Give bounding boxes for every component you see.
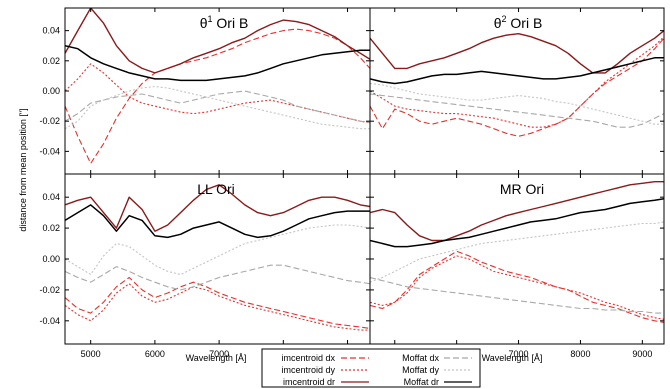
legend: imcentroid dx imcentroid dy imcentroid dr M… bbox=[261, 348, 481, 388]
series-mdy bbox=[370, 82, 664, 125]
series-dr bbox=[370, 180, 664, 242]
series-dr bbox=[370, 30, 664, 74]
y-tick-label: 0.02 bbox=[42, 56, 60, 66]
series-mdx bbox=[370, 93, 664, 128]
series-mdr bbox=[370, 57, 664, 85]
x-tick-label: 7000 bbox=[509, 349, 529, 359]
legend-label-dx: imcentroid dx bbox=[281, 353, 335, 363]
y-tick-label: 0.00 bbox=[42, 254, 60, 264]
x-axis-label-left: Wavelength [Å] bbox=[186, 353, 247, 363]
series-mdr bbox=[65, 44, 370, 82]
panels-layer: -0.04 -0.02 0.00 0.02 0.04 θ1 Ori B θ2 Ori B 50… bbox=[39, 7, 665, 359]
panel-frame bbox=[64, 173, 371, 345]
x-tick-label: 9000 bbox=[632, 349, 652, 359]
series-dx bbox=[370, 37, 664, 137]
series-dx bbox=[65, 276, 370, 330]
series-group bbox=[65, 184, 370, 331]
panel-4: 50006000700080009000MR Ori bbox=[369, 173, 665, 359]
panel-2: θ2 Ori B bbox=[369, 7, 665, 175]
series-dy bbox=[65, 63, 370, 124]
series-mdr bbox=[370, 197, 664, 248]
panel-title: LL Ori bbox=[197, 181, 235, 197]
panel-3: 50006000700080009000-0.04-0.020.000.020.… bbox=[39, 173, 371, 359]
panel-title: θ1 Ori B bbox=[200, 14, 249, 31]
y-tick-label: 0.02 bbox=[42, 223, 60, 233]
series-group bbox=[370, 180, 664, 323]
y-tick-label: -0.04 bbox=[39, 146, 60, 156]
series-mdx bbox=[65, 90, 370, 124]
panel-frame bbox=[369, 7, 665, 175]
legend-label-dr: imcentroid dr bbox=[283, 377, 335, 387]
x-tick-label: 6000 bbox=[145, 349, 165, 359]
legend-label-dy: imcentroid dy bbox=[281, 365, 335, 375]
series-dr bbox=[65, 8, 370, 74]
panel-frame bbox=[64, 7, 371, 175]
series-mdy bbox=[65, 85, 370, 130]
panel-title: θ2 Ori B bbox=[494, 14, 543, 31]
panel-frame bbox=[369, 173, 665, 345]
series-dy bbox=[65, 283, 370, 331]
series-group bbox=[65, 8, 370, 164]
series-mdy bbox=[65, 224, 370, 276]
y-tick-label: 0.04 bbox=[42, 192, 60, 202]
y-tick-label: 0.00 bbox=[42, 86, 60, 96]
x-tick-label: 8000 bbox=[570, 349, 590, 359]
x-tick-label: 5000 bbox=[81, 349, 101, 359]
series-dy bbox=[370, 36, 664, 128]
y-tick-label: -0.02 bbox=[39, 116, 60, 126]
series-dr bbox=[65, 184, 370, 232]
series-mdx bbox=[65, 264, 370, 291]
series-mdr bbox=[65, 204, 370, 239]
series-dx bbox=[370, 250, 664, 323]
legend-label-mdr: Moffat dr bbox=[404, 377, 439, 387]
panel-1: -0.04 -0.02 0.00 0.02 0.04 θ1 Ori B bbox=[39, 7, 371, 175]
y-axis-label: distance from mean position ["] bbox=[18, 108, 28, 231]
legend-label-mdx: Moffat dx bbox=[402, 353, 439, 363]
legend-box bbox=[261, 348, 481, 388]
series-group bbox=[370, 30, 664, 137]
y-tick-label: -0.02 bbox=[39, 285, 60, 295]
y-tick-label: 0.04 bbox=[42, 26, 60, 36]
x-axis-label-right: Wavelength [Å] bbox=[482, 353, 543, 363]
y-tick-label: -0.04 bbox=[39, 316, 60, 326]
legend-label-mdy: Moffat dy bbox=[402, 365, 439, 375]
series-mdx bbox=[370, 276, 664, 314]
panel-title: MR Ori bbox=[500, 181, 544, 197]
series-dy bbox=[370, 255, 664, 320]
x-tick-label: 7000 bbox=[209, 349, 229, 359]
